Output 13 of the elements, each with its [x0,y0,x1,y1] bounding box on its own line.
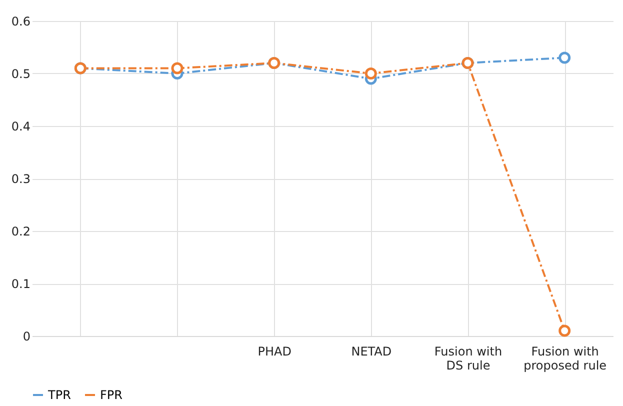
x-tick-label: Fusion with DS rule [434,344,502,372]
x-tick-label: NETAD [351,344,392,358]
y-tick-label: 0 [22,330,30,344]
y-tick-label: 0.6 [11,14,30,28]
y-tick-label: 0.1 [11,277,30,291]
x-tick-label: Fusion with proposed rule [524,344,607,372]
legend-label: FPR [100,388,122,402]
y-tick-label: 0.2 [11,224,30,238]
y-tick-label: 0.5 [11,67,30,81]
y-tick-label: 0.3 [11,172,30,186]
y-tick-label: 0.4 [11,120,30,134]
x-tick-label: PHAD [258,344,292,358]
legend-label: TPR [47,388,71,402]
